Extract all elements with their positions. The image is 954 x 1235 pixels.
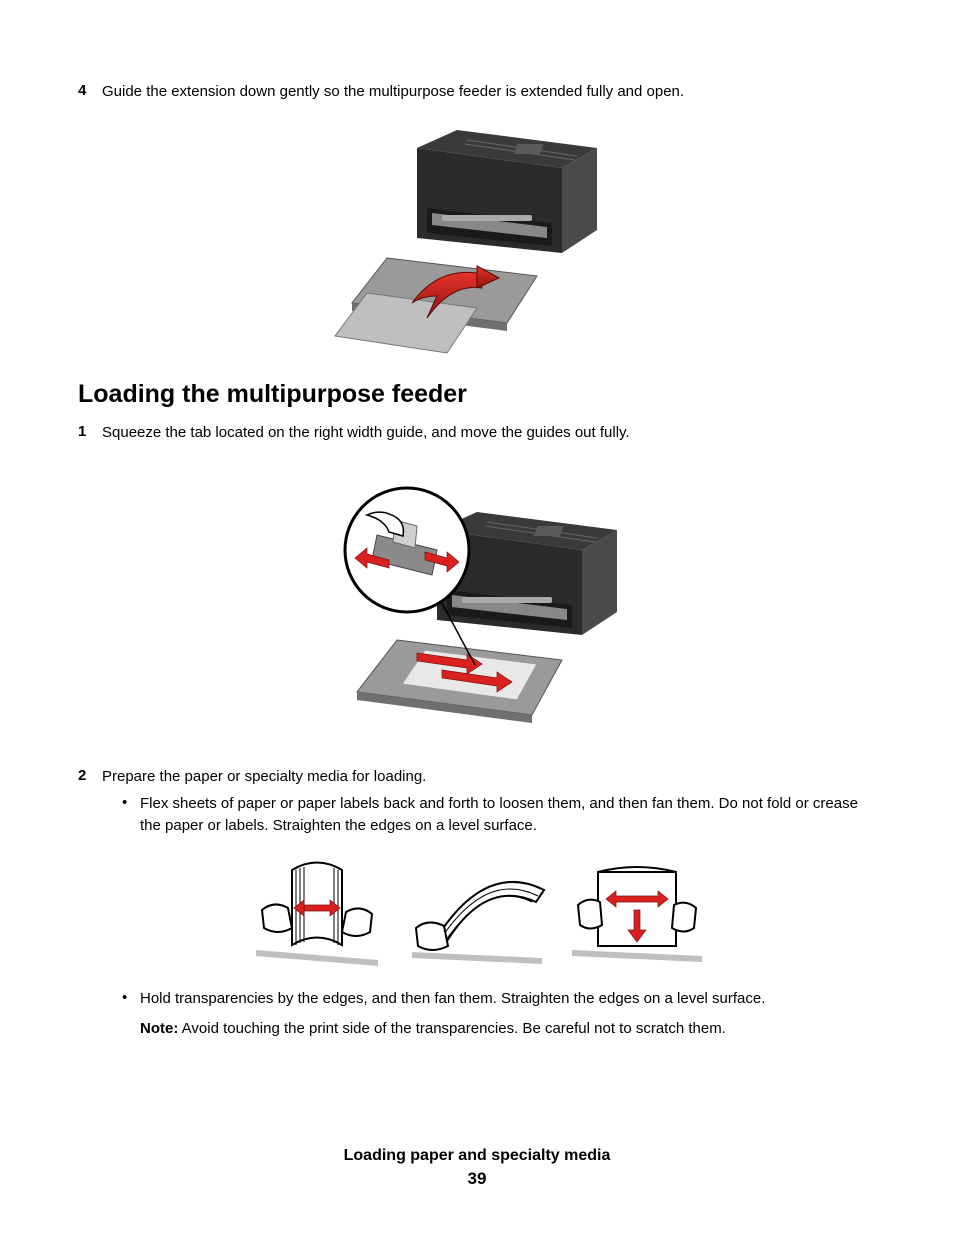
note-text: Avoid touching the print side of the tra… — [178, 1020, 726, 1037]
step-4-text: Guide the extension down gently so the m… — [102, 82, 684, 102]
footer-section-title: Loading paper and specialty media — [0, 1147, 954, 1165]
step-1-number: 1 — [78, 423, 102, 440]
bullet-dot-icon: • — [122, 793, 140, 813]
figure-step4-printer — [78, 118, 876, 358]
step-4-number: 4 — [78, 82, 102, 99]
step-1-row: 1 Squeeze the tab located on the right w… — [78, 423, 876, 443]
figure-step1-printer — [78, 460, 876, 745]
fan-paper-icon — [404, 850, 550, 970]
bullet-transparencies-text: Hold transparencies by the edges, and th… — [140, 988, 765, 1010]
bullet-flex-text: Flex sheets of paper or paper labels bac… — [140, 793, 876, 837]
bullet-transparencies: • Hold transparencies by the edges, and … — [122, 988, 876, 1010]
section-heading: Loading the multipurpose feeder — [78, 380, 876, 409]
footer-page-number: 39 — [0, 1169, 954, 1189]
step-2-bullets-2: • Hold transparencies by the edges, and … — [122, 988, 876, 1040]
step-2-bullets: • Flex sheets of paper or paper labels b… — [122, 793, 876, 837]
step-1-text: Squeeze the tab located on the right wid… — [102, 423, 630, 443]
straighten-paper-icon — [564, 850, 710, 970]
step-2-text: Prepare the paper or specialty media for… — [102, 767, 426, 787]
printer-width-guide-icon — [307, 460, 647, 745]
step-4-row: 4 Guide the extension down gently so the… — [78, 82, 876, 102]
figure-prepare-paper — [78, 850, 876, 970]
printer-extension-icon — [327, 118, 627, 358]
note-label: Note: — [140, 1020, 178, 1037]
note-row: Note: Avoid touching the print side of t… — [140, 1018, 876, 1040]
step-2-row: 2 Prepare the paper or specialty media f… — [78, 767, 876, 787]
bullet-dot-icon: • — [122, 988, 140, 1008]
flex-paper-icon — [244, 850, 390, 970]
document-page: 4 Guide the extension down gently so the… — [0, 0, 954, 1235]
bullet-flex-paper: • Flex sheets of paper or paper labels b… — [122, 793, 876, 837]
page-footer: Loading paper and specialty media 39 — [0, 1147, 954, 1189]
step-2-number: 2 — [78, 767, 102, 784]
